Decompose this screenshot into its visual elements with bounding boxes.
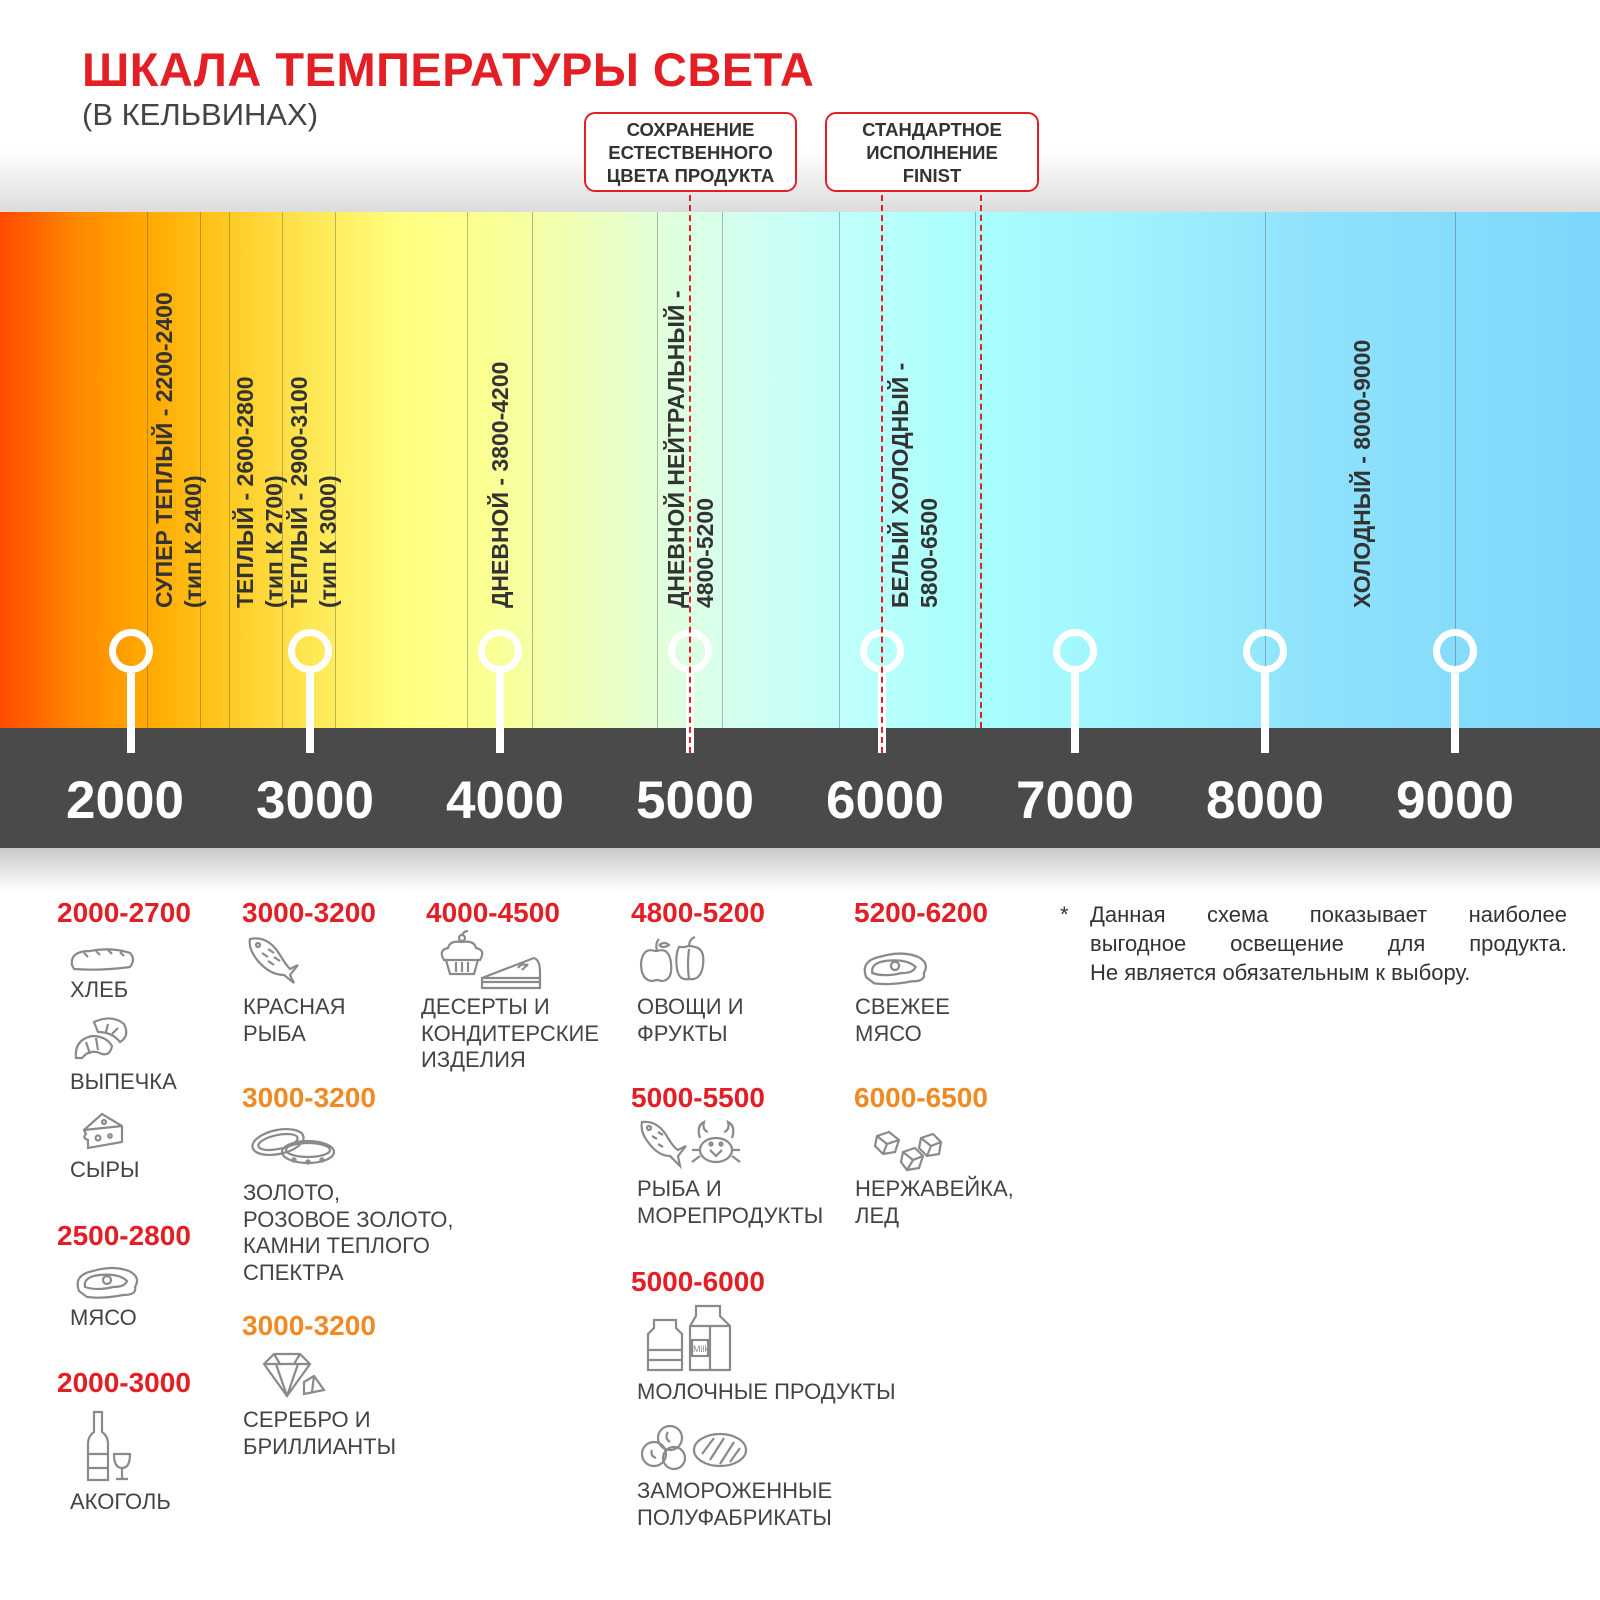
cupcake-cake-icon: [438, 930, 544, 992]
fish-icon: [246, 935, 302, 985]
product-label: МЯСО: [70, 1305, 137, 1330]
product-label: РЫБА И МОРЕПРОДУКТЫ: [637, 1176, 824, 1228]
scale-pin-marker: [1433, 629, 1477, 673]
product-range: 2500-2800: [57, 1220, 191, 1251]
disclaimer-note: Данная схема показывает наиболее выгодно…: [1090, 900, 1567, 987]
milk-icon: Milk: [646, 1304, 736, 1374]
product-label: ХЛЕБ: [70, 977, 129, 1002]
kelvin-scale-bar: [0, 728, 1600, 848]
product-range: 4000-4500: [426, 897, 560, 928]
scale-pin-marker: [109, 629, 153, 673]
product-label: ВЫПЕЧКА: [70, 1069, 177, 1094]
bottom-shade: [0, 848, 1600, 892]
band-divider: [335, 212, 336, 728]
product-range: 3000-3200: [242, 1310, 376, 1341]
top-shade: [0, 150, 1600, 212]
band-divider: [229, 212, 230, 728]
scale-tick-label: 5000: [636, 771, 754, 830]
pin-stem: [1451, 673, 1459, 753]
product-label: ЗАМОРОЖЕННЫЕ ПОЛУФАБРИКАТЫ: [637, 1478, 833, 1530]
bread-icon: [68, 945, 136, 973]
product-range: 5200-6200: [854, 897, 988, 928]
product-label: СЕРЕБРО И БРИЛЛИАНТЫ: [243, 1407, 397, 1459]
scale-tick-label: 6000: [826, 771, 944, 830]
scale-tick-label: 8000: [1206, 771, 1324, 830]
steak-icon: [860, 950, 930, 988]
band-label-warm-3000: ТЕПЛЫЙ - 2900-3100 (тип К 3000): [286, 376, 341, 608]
callout-dashed-line: [980, 195, 982, 728]
band-label-super-warm: СУПЕР ТЕПЛЫЙ - 2200-2400 (тип К 2400): [151, 292, 206, 608]
ice-cubes-icon: [873, 1130, 945, 1172]
band-divider: [467, 212, 468, 728]
scale-pin-marker: [1243, 629, 1287, 673]
note-line: Не является обязательным к выбору.: [1090, 960, 1471, 985]
product-range: 3000-3200: [242, 1082, 376, 1113]
product-label: АКОГОЛЬ: [70, 1489, 171, 1514]
product-range: 5000-6000: [631, 1266, 765, 1297]
band-divider: [722, 212, 723, 728]
product-label: КРАСНАЯ РЫБА: [243, 994, 346, 1046]
product-range: 6000-6500: [854, 1082, 988, 1113]
band-divider: [282, 212, 283, 728]
scale-tick-label: 7000: [1016, 771, 1134, 830]
band-label-white-cold: БЕЛЫЙ ХОЛОДНЫЙ - 5800-6500: [887, 362, 942, 608]
scale-tick-label: 2000: [66, 771, 184, 830]
bottle-glass-icon: [86, 1410, 134, 1482]
band-divider: [200, 212, 201, 728]
callout-natural-color: СОХРАНЕНИЕ ЕСТЕСТВЕННОГО ЦВЕТА ПРОДУКТА: [584, 112, 797, 192]
scale-tick-label: 3000: [256, 771, 374, 830]
band-divider: [975, 212, 976, 728]
rings-icon: [250, 1124, 336, 1168]
callout-dashed-line: [881, 195, 883, 753]
product-label: ОВОЩИ И ФРУКТЫ: [637, 994, 744, 1046]
band-divider: [532, 212, 533, 728]
diamond-icon: [262, 1352, 328, 1398]
scale-tick-label: 9000: [1396, 771, 1514, 830]
band-label-daylight-neutral: ДНЕВНОЙ НЕЙТРАЛЬНЫЙ - 4800-5200: [663, 290, 718, 609]
scale-pin-marker: [1053, 629, 1097, 673]
callout-finist-standard: СТАНДАРТНОЕ ИСПОЛНЕНИЕ FINIST: [825, 112, 1039, 192]
scale-tick-label: 4000: [446, 771, 564, 830]
page-subtitle: (В КЕЛЬВИНАХ): [82, 97, 319, 132]
note-line: Данная схема показывает наиболее: [1090, 902, 1567, 927]
product-label: ДЕСЕРТЫ И КОНДИТЕРСКИЕ ИЗДЕЛИЯ: [421, 994, 600, 1072]
product-range: 5000-5500: [631, 1082, 765, 1113]
band-divider: [839, 212, 840, 728]
pin-stem: [496, 673, 504, 753]
band-label-cold: ХОЛОДНЫЙ - 8000-9000: [1349, 339, 1375, 608]
callout-dashed-line: [689, 195, 691, 753]
pin-stem: [306, 673, 314, 753]
band-label-daylight: ДНЕВНОЙ - 3800-4200: [487, 361, 513, 608]
pin-stem: [127, 673, 135, 753]
product-range: 2000-3000: [57, 1367, 191, 1398]
band-divider: [1265, 212, 1266, 728]
fish-crab-icon: [638, 1120, 744, 1170]
pin-stem: [1071, 673, 1079, 753]
scale-pin-marker: [478, 629, 522, 673]
croissant-icon: [72, 1014, 132, 1062]
color-temperature-spectrum: [0, 212, 1600, 728]
product-range: 3000-3200: [242, 897, 376, 928]
band-label-warm-2700: ТЕПЛЫЙ - 2600-2800 (тип К 2700): [232, 376, 287, 608]
band-divider: [147, 212, 148, 728]
pin-stem: [1261, 673, 1269, 753]
product-label: ЗОЛОТО, РОЗОВОЕ ЗОЛОТО, КАМНИ ТЕПЛОГО СП…: [243, 1180, 454, 1285]
steak-icon: [73, 1265, 141, 1301]
scale-pin-marker: [288, 629, 332, 673]
product-range: 4800-5200: [631, 897, 765, 928]
product-label: СВЕЖЕЕ МЯСО: [855, 994, 950, 1046]
product-label: МОЛОЧНЫЕ ПРОДУКТЫ: [637, 1379, 896, 1404]
band-divider: [1455, 212, 1456, 728]
cheese-icon: [80, 1110, 126, 1152]
product-label: НЕРЖАВЕЙКА, ЛЕД: [855, 1176, 1014, 1228]
frozen-food-icon: [640, 1424, 750, 1472]
note-line: выгодное освещение для продукта.: [1090, 931, 1567, 956]
product-label: СЫРЫ: [70, 1157, 140, 1182]
apple-pepper-icon: [639, 935, 707, 985]
product-range: 2000-2700: [57, 897, 191, 928]
page-title: ШКАЛА ТЕМПЕРАТУРЫ СВЕТА: [82, 43, 815, 96]
note-asterisk: *: [1060, 902, 1069, 927]
band-divider: [657, 212, 658, 728]
milk-icon-text: Milk: [693, 1344, 709, 1354]
